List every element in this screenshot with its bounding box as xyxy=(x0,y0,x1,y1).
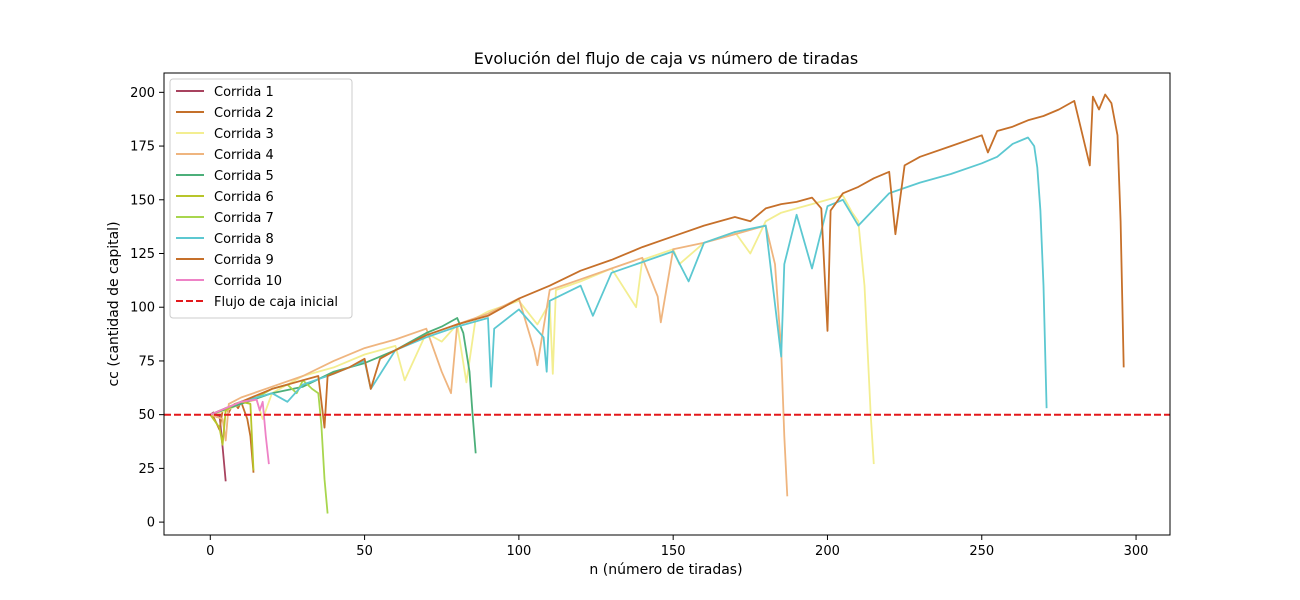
legend-label: Corrida 2 xyxy=(214,106,274,121)
y-tick-label: 50 xyxy=(138,408,155,423)
legend-label: Corrida 8 xyxy=(214,232,274,247)
y-tick-label: 175 xyxy=(130,140,155,155)
legend: Corrida 1 Corrida 2 Corrida 3 Corrida 4 Corr… xyxy=(169,78,353,319)
legend-label: Corrida 4 xyxy=(214,148,274,163)
x-tick-label: 150 xyxy=(661,544,686,559)
legend-label: Corrida 9 xyxy=(214,253,274,268)
series-line-5 xyxy=(210,317,477,454)
y-tick-label: 75 xyxy=(138,354,155,369)
x-tick-label: 100 xyxy=(506,544,531,559)
y-tick-label: 25 xyxy=(138,462,155,477)
y-tick-label: 0 xyxy=(147,516,155,531)
legend-label: Corrida 10 xyxy=(214,274,282,289)
y-axis-label: cc (cantidad de capital) xyxy=(106,221,122,386)
legend-label: Flujo de caja inicial xyxy=(214,295,338,310)
x-tick-label: 50 xyxy=(356,544,373,559)
y-tick-label: 200 xyxy=(130,86,155,101)
series-layer xyxy=(164,93,1170,514)
series-line-9 xyxy=(209,93,1125,429)
y-tick-label: 125 xyxy=(130,247,155,262)
axis-ticks: 0 50 100 150 200 250 300 0 25 50 75 100 125 150 175 200 xyxy=(130,86,1148,559)
y-tick-label: 100 xyxy=(130,301,155,316)
x-tick-label: 250 xyxy=(969,544,994,559)
plot-frame xyxy=(163,72,1171,536)
series-line-4 xyxy=(210,224,789,497)
legend-label: Corrida 7 xyxy=(214,211,274,226)
y-tick-label: 150 xyxy=(130,193,155,208)
series-line-8 xyxy=(209,136,1048,416)
x-tick-label: 200 xyxy=(815,544,840,559)
x-tick-label: 300 xyxy=(1124,544,1149,559)
legend-label: Corrida 1 xyxy=(214,85,274,100)
legend-label: Corrida 6 xyxy=(214,190,274,205)
legend-box xyxy=(169,78,353,319)
series-line-10 xyxy=(209,398,270,465)
x-axis-label: n (número de tiradas) xyxy=(589,562,742,578)
x-tick-label: 0 xyxy=(206,544,214,559)
legend-label: Corrida 3 xyxy=(214,127,274,142)
chart-title: Evolución del flujo de caja vs número de… xyxy=(474,49,859,68)
legend-label: Corrida 5 xyxy=(214,169,274,184)
